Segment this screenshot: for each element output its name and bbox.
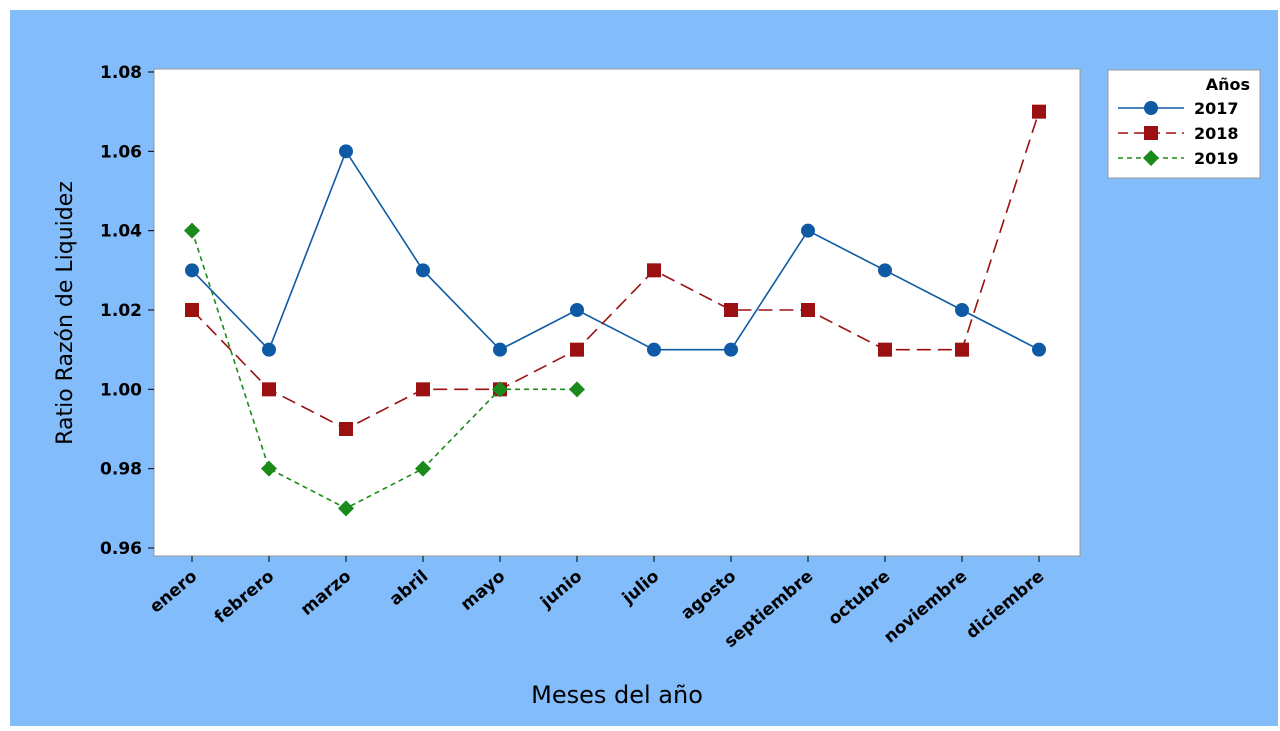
- series-line-2017: [191, 149, 1040, 352]
- x-axis: enero febrero marzo abril mayo junio julio agos…: [146, 556, 1048, 652]
- data-point-2018: [878, 342, 892, 357]
- legend-label-2019: 2019: [1194, 149, 1239, 168]
- data-point-2017: [339, 144, 353, 159]
- data-point-2017: [955, 303, 969, 317]
- x-axis-title: Meses del año: [531, 681, 703, 709]
- data-point-2017: [801, 223, 815, 238]
- y-tick-label: 1.04: [100, 222, 142, 242]
- y-tick-label: 1.00: [100, 380, 142, 400]
- data-point-2017: [647, 342, 661, 357]
- legend-item-2019: 2019: [1118, 149, 1239, 168]
- data-point-2019: [569, 381, 585, 398]
- data-point-2018: [339, 422, 353, 436]
- y-tick-label: 0.98: [100, 460, 142, 480]
- x-tick-label: febrero: [211, 567, 278, 628]
- y-tick-label: 1.06: [100, 142, 142, 162]
- data-point-2018: [1032, 104, 1046, 119]
- series-line-2019: [191, 230, 577, 510]
- data-point-2019: [184, 222, 200, 239]
- x-tick-label: enero: [146, 567, 201, 618]
- data-point-2019: [261, 460, 277, 477]
- x-tick-label: agosto: [677, 567, 740, 624]
- x-tick-label: octubre: [825, 567, 895, 630]
- data-point-2017: [1032, 342, 1046, 357]
- legend-title: Años: [1206, 75, 1250, 94]
- data-point-2018: [416, 382, 430, 397]
- x-tick-label: mayo: [457, 567, 509, 615]
- x-tick-label: marzo: [297, 567, 355, 620]
- data-point-2017: [185, 263, 199, 278]
- data-point-2018: [955, 342, 969, 357]
- legend: Años 2017 2018 2019: [1107, 69, 1261, 179]
- legend-item-2017: 2017: [1118, 99, 1239, 118]
- series-layer: [184, 104, 1046, 517]
- data-point-2017: [724, 342, 738, 357]
- data-point-2018: [647, 263, 661, 278]
- series-2017: [185, 144, 1046, 357]
- data-point-2019: [492, 381, 508, 398]
- x-tick-label: noviembre: [880, 567, 971, 648]
- data-point-2018: [724, 303, 738, 317]
- data-point-2017: [416, 263, 430, 278]
- y-tick-label: 1.02: [100, 301, 142, 321]
- data-point-2017: [878, 263, 892, 278]
- data-point-2017: [570, 303, 584, 317]
- legend-marker-2017: [1144, 101, 1158, 115]
- plot-area: [153, 68, 1081, 557]
- y-axis-title: Ratio Razón de Liquidez: [53, 181, 78, 445]
- data-point-2017: [262, 342, 276, 357]
- legend-item-2018: 2018: [1118, 124, 1239, 143]
- x-tick-label: junio: [536, 567, 586, 614]
- data-point-2019: [338, 500, 354, 517]
- legend-label-2018: 2018: [1194, 124, 1239, 143]
- series-2019: [184, 222, 585, 517]
- y-tick-label: 0.96: [100, 539, 142, 559]
- legend-label-2017: 2017: [1194, 99, 1239, 118]
- x-tick-label: julio: [618, 567, 663, 609]
- data-point-2019: [415, 460, 431, 477]
- data-point-2018: [262, 382, 276, 397]
- data-point-2017: [493, 342, 507, 357]
- x-tick-label: abril: [386, 567, 432, 610]
- x-tick-label: diciembre: [962, 567, 1048, 644]
- legend-box: [1107, 69, 1261, 179]
- y-axis: 0.96 0.98 1.00 1.02 1.04 1.06 1.08: [100, 63, 154, 559]
- y-tick-label: 1.08: [100, 63, 142, 83]
- legend-marker-2018: [1144, 126, 1158, 140]
- data-point-2018: [801, 303, 815, 317]
- legend-marker-2019: [1143, 150, 1159, 166]
- data-point-2018: [570, 342, 584, 357]
- series-line-2018: [191, 111, 1040, 430]
- data-point-2018: [185, 303, 199, 317]
